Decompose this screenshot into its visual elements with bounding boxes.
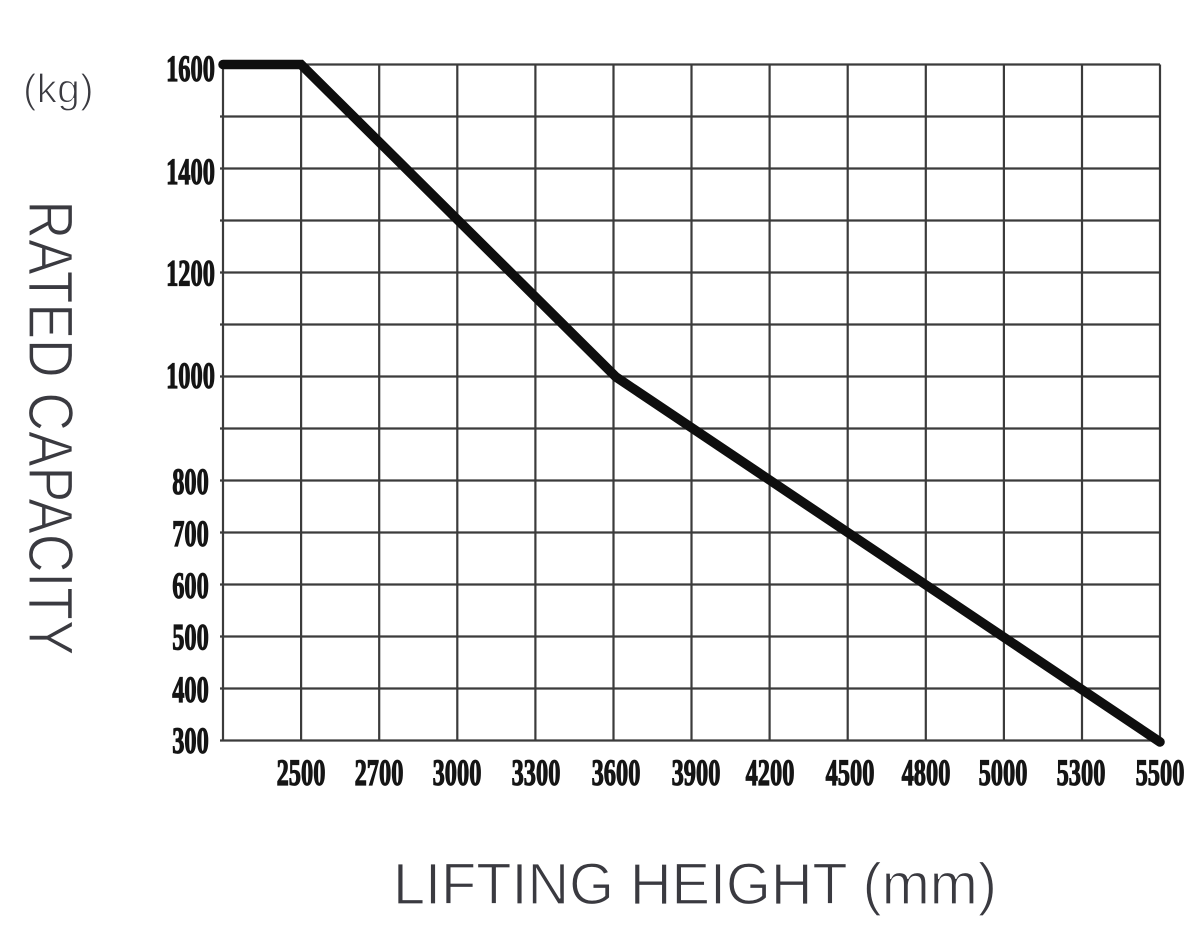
svg-text:LIFTING HEIGHT (mm): LIFTING HEIGHT (mm) [393,852,997,917]
svg-text:2700: 2700 [355,752,404,793]
svg-text:4800: 4800 [902,752,951,793]
svg-text:3300: 3300 [512,752,561,793]
svg-text:3900: 3900 [672,752,721,793]
svg-text:1200: 1200 [166,252,215,293]
svg-text:1600: 1600 [166,48,215,89]
svg-text:500: 500 [172,616,209,657]
svg-text:(kg): (kg) [23,66,94,112]
svg-text:400: 400 [172,669,209,710]
svg-text:5300: 5300 [1057,752,1106,793]
svg-text:300: 300 [172,720,209,761]
svg-text:4500: 4500 [826,752,875,793]
svg-text:5500: 5500 [1136,752,1185,793]
svg-text:800: 800 [172,461,209,502]
svg-text:RATED CAPACITY: RATED CAPACITY [15,201,85,656]
svg-text:1400: 1400 [166,151,215,192]
svg-text:700: 700 [172,513,209,554]
svg-text:3600: 3600 [592,752,641,793]
svg-text:1000: 1000 [166,355,215,396]
svg-text:5000: 5000 [979,752,1028,793]
svg-text:2500: 2500 [277,752,326,793]
svg-text:600: 600 [172,565,209,606]
svg-text:3000: 3000 [433,752,482,793]
svg-text:4200: 4200 [746,752,795,793]
